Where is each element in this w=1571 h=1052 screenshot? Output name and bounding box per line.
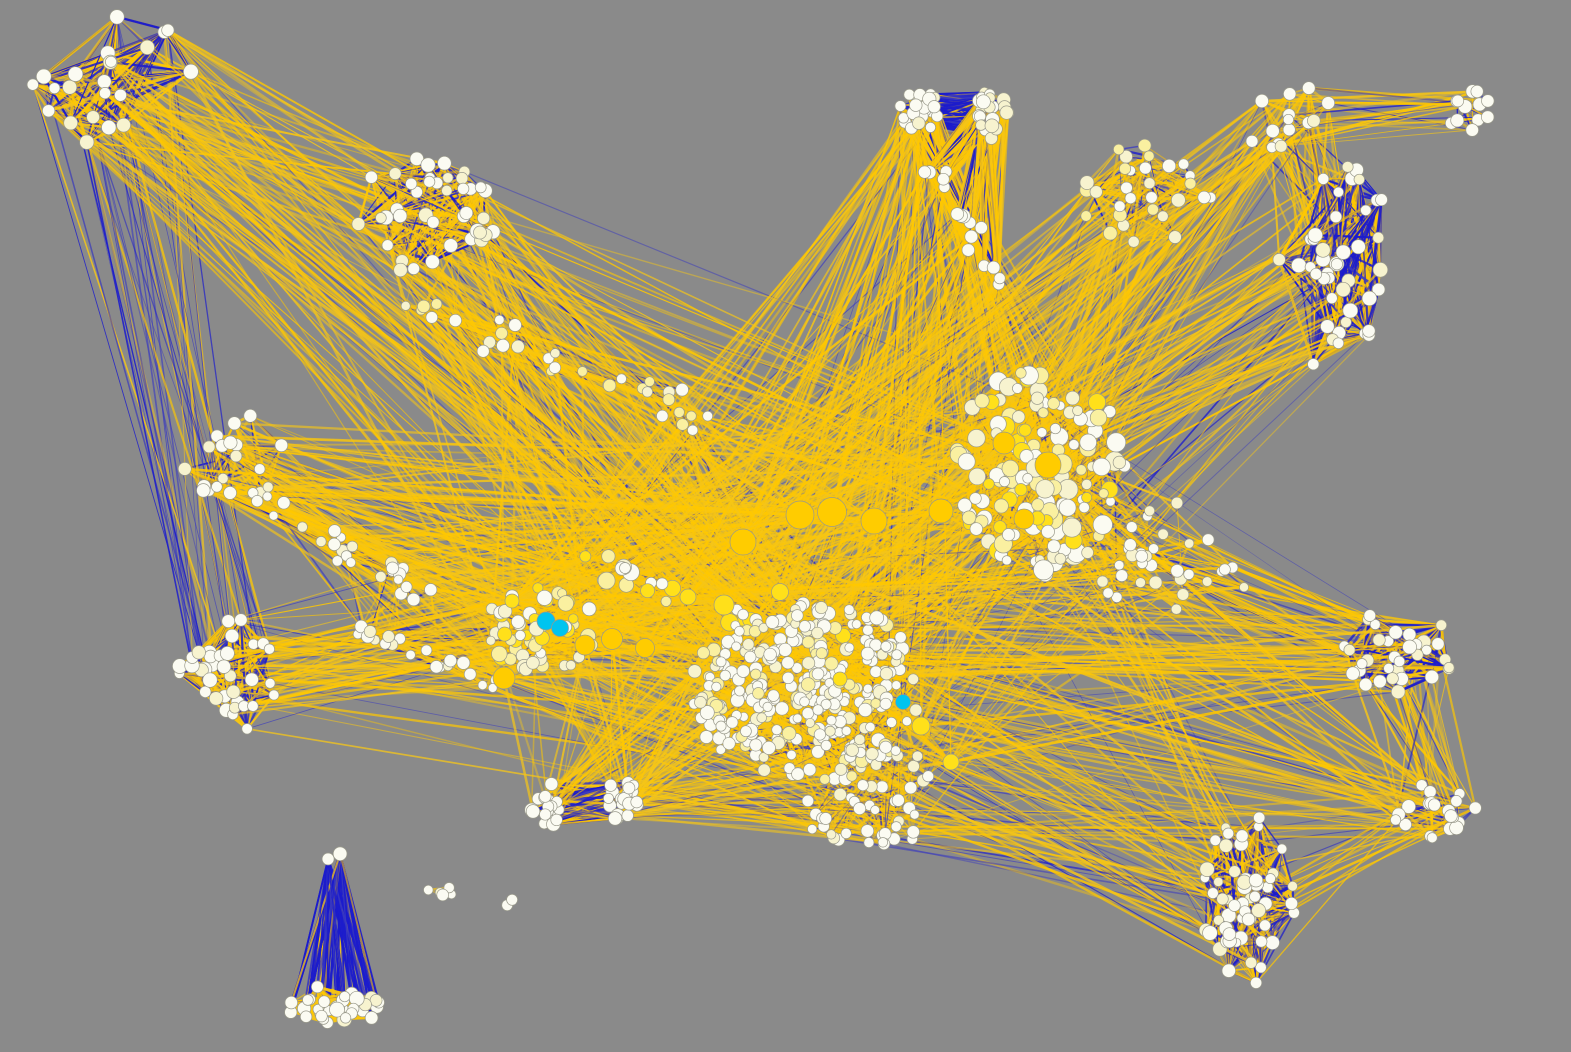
graph-edge bbox=[455, 319, 502, 335]
graph-edge bbox=[1086, 148, 1120, 184]
graph-edge bbox=[221, 445, 231, 493]
